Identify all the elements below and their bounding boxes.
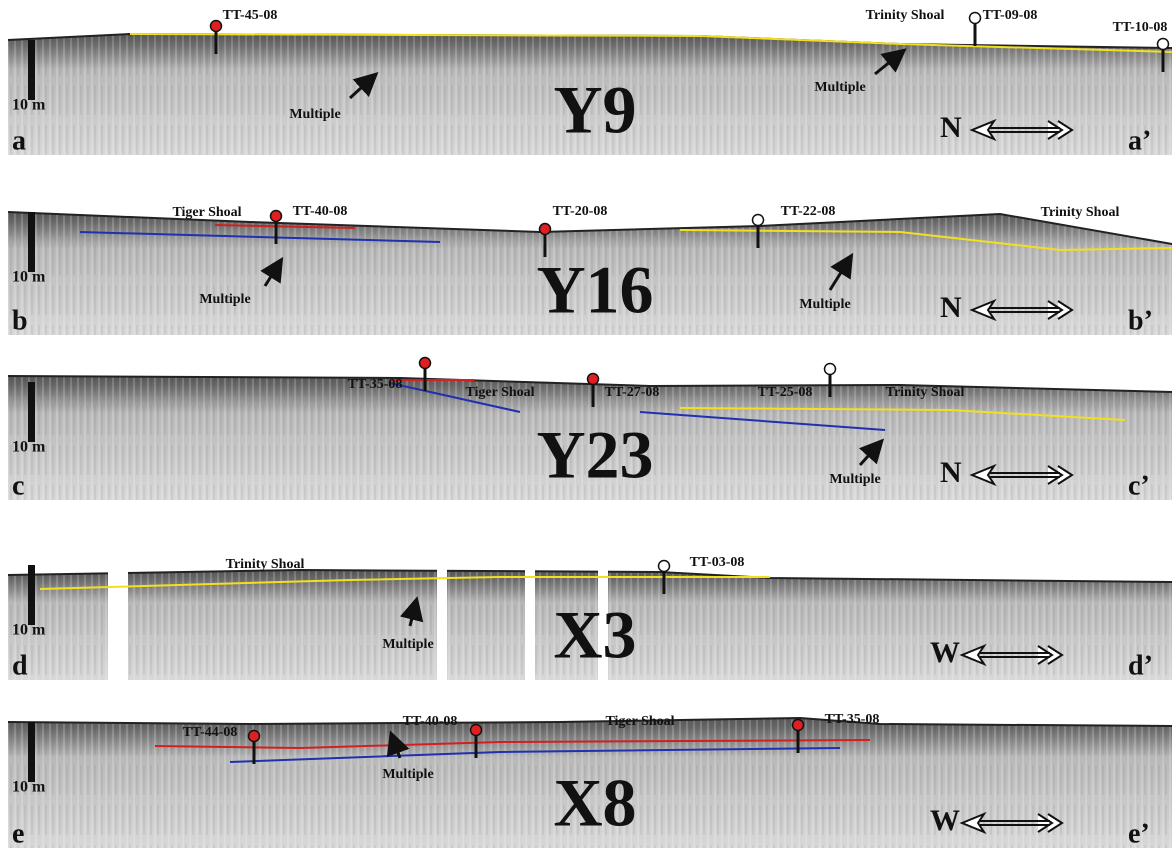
annotation: Multiple (289, 107, 340, 122)
data-gap (108, 553, 128, 680)
direction-label: N (940, 291, 962, 324)
core-label: TT-20-08 (553, 204, 608, 219)
core-marker (825, 364, 836, 375)
start-label: b (12, 305, 28, 336)
data-gap (437, 553, 447, 680)
core-label: TT-25-08 (758, 385, 813, 400)
direction-label: W (930, 804, 960, 837)
end-label: c’ (1128, 470, 1150, 501)
core-label: TT-40-08 (403, 714, 458, 729)
direction-label: N (940, 111, 962, 144)
profile-name: Y23 (536, 417, 653, 493)
annotation: Multiple (199, 292, 250, 307)
annotation: Trinity Shoal (866, 8, 945, 23)
scale-bar (28, 722, 35, 782)
core-label: TT-40-08 (293, 204, 348, 219)
core-marker (249, 731, 260, 742)
data-gap (525, 553, 535, 680)
core-label: TT-27-08 (605, 385, 660, 400)
end-label: e’ (1128, 818, 1150, 848)
core-marker (1158, 39, 1169, 50)
annotation: Trinity Shoal (1041, 205, 1120, 220)
profile-name: X8 (553, 765, 636, 841)
scale-label: 10 m (12, 439, 46, 456)
core-marker (588, 374, 599, 385)
start-label: a (12, 125, 26, 156)
annotation: Tiger Shoal (605, 714, 674, 729)
end-label: b’ (1128, 305, 1153, 336)
annotation: Tiger Shoal (465, 385, 534, 400)
start-label: d (12, 650, 28, 681)
annotation: Multiple (382, 637, 433, 652)
profile-panel: 10 m d d’ X3 W TT-03-08 Trinity Shoal Multiple (8, 553, 1172, 681)
scale-bar (28, 40, 35, 100)
start-label: c (12, 470, 24, 501)
end-label: d’ (1128, 650, 1153, 681)
figure: 10 m a a’ Y9 N TT-45-08 TT-09-08 TT-10-08 Trinit… (0, 0, 1172, 848)
core-marker (540, 224, 551, 235)
profile-name: Y9 (553, 72, 636, 148)
scale-label: 10 m (12, 269, 46, 286)
core-label: TT-45-08 (223, 8, 278, 23)
scale-label: 10 m (12, 622, 46, 639)
annotation: Multiple (829, 472, 880, 487)
profile-panel: 10 m a a’ Y9 N TT-45-08 TT-09-08 TT-10-08 Trinit… (8, 8, 1172, 156)
core-marker (471, 725, 482, 736)
annotation: Tiger Shoal (172, 205, 241, 220)
direction-label: N (940, 456, 962, 489)
core-marker (271, 211, 282, 222)
annotation: Multiple (382, 767, 433, 782)
core-label: TT-44-08 (183, 725, 238, 740)
core-label: TT-35-08 (348, 377, 403, 392)
profile-panel: 10 m b b’ Y16 N TT-40-08 TT-20-08 TT-22-08 Tiger… (8, 204, 1172, 336)
profile-panel: 10 m c c’ Y23 N TT-35-08 TT-27-08 TT-25-08 Tiger… (8, 358, 1172, 502)
annotation: Trinity Shoal (886, 385, 965, 400)
profile-name: X3 (553, 597, 636, 673)
end-label: a’ (1128, 125, 1151, 156)
core-marker (753, 215, 764, 226)
start-label: e (12, 818, 24, 848)
core-marker (211, 21, 222, 32)
core-marker (659, 561, 670, 572)
scale-bar (28, 565, 35, 625)
annotation: Multiple (814, 80, 865, 95)
core-label: TT-22-08 (781, 204, 836, 219)
annotation: Multiple (799, 297, 850, 312)
core-marker (793, 720, 804, 731)
core-marker (970, 13, 981, 24)
annotation: Trinity Shoal (226, 557, 305, 572)
core-label: TT-03-08 (690, 555, 745, 570)
scale-bar (28, 382, 35, 442)
core-label: TT-35-08 (825, 712, 880, 727)
scale-bar (28, 212, 35, 272)
profile-panel: 10 m e e’ X8 W TT-44-08 TT-40-08 TT-35-08 Tiger … (8, 712, 1172, 848)
core-marker (420, 358, 431, 369)
core-label: TT-10-08 (1113, 20, 1168, 35)
direction-label: W (930, 636, 960, 669)
profile-name: Y16 (536, 252, 653, 328)
core-label: TT-09-08 (983, 8, 1038, 23)
scale-label: 10 m (12, 779, 46, 796)
scale-label: 10 m (12, 97, 46, 114)
